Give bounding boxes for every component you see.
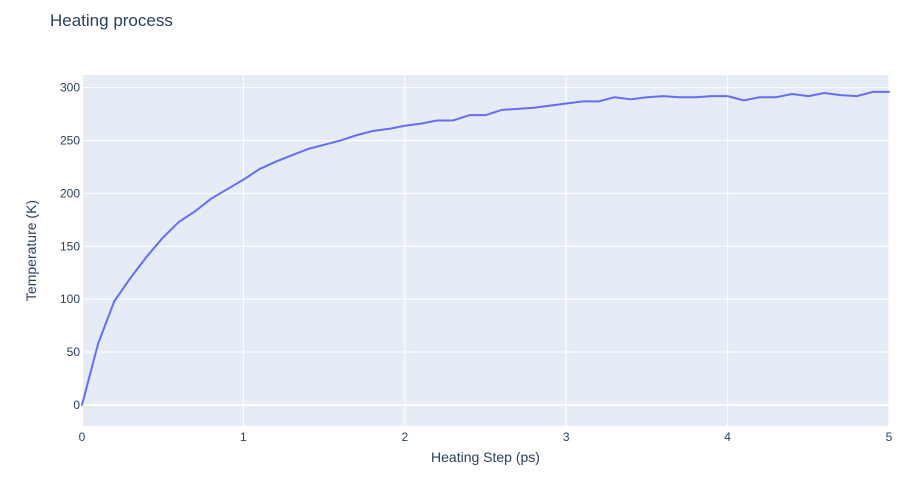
y-tick-label: 100 [60, 292, 80, 306]
y-tick-label: 200 [60, 186, 80, 200]
chart-title: Heating process [50, 11, 173, 30]
gridlines [81, 75, 890, 426]
x-tick-label: 4 [724, 430, 731, 444]
y-tick-label: 150 [60, 239, 80, 253]
x-axis-label: Heating Step (ps) [431, 449, 540, 465]
series-line-0 [81, 90, 890, 406]
x-tick-label: 1 [240, 430, 247, 444]
x-tick-label: 2 [401, 430, 408, 444]
y-tick-label: 50 [67, 345, 81, 359]
y-tick-label: 250 [60, 134, 80, 148]
series-lines [81, 90, 890, 406]
plot-background [82, 75, 889, 426]
x-tick-label: 0 [79, 430, 86, 444]
y-axis-ticks: 0 50 100 150 200 250 300 [60, 81, 80, 412]
y-axis-label: Temperature (K) [23, 200, 39, 301]
x-tick-label: 3 [563, 430, 570, 444]
x-tick-label: 5 [886, 430, 893, 444]
y-tick-label: 0 [73, 398, 80, 412]
x-axis-ticks: 0 1 2 3 4 5 [79, 430, 893, 444]
y-tick-label: 300 [60, 81, 80, 95]
